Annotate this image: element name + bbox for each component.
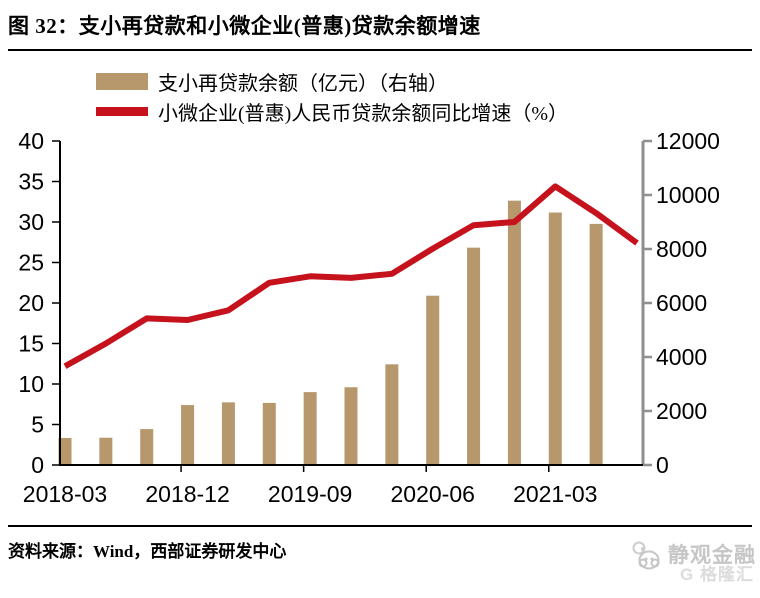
y-left-tick-label: 40 — [18, 128, 44, 154]
footer-divider — [8, 525, 752, 527]
panda-logo-icon — [632, 541, 660, 570]
bar-2019-03 — [221, 402, 235, 465]
bar-2019-09 — [303, 392, 317, 465]
y-left-tick-label: 30 — [18, 209, 44, 235]
y-left-tick-label: 15 — [18, 331, 44, 357]
bar-2021-06 — [589, 223, 603, 465]
y-right-tick-label: 10000 — [656, 182, 720, 208]
y-left-tick-label: 5 — [31, 412, 44, 438]
y-left-tick-label: 10 — [18, 371, 44, 397]
legend-label: 小微企业(普惠)人民币贷款余额同比增速（%） — [158, 102, 568, 125]
data-source: 资料来源：Wind，西部证券研发中心 — [8, 542, 287, 561]
bar-2018-06 — [99, 437, 113, 465]
y-right-tick-label: 6000 — [656, 290, 707, 316]
bar-2018-09 — [140, 429, 154, 465]
x-tick-label: 2018-03 — [23, 481, 107, 507]
legend-item-line-series: 小微企业(普惠)人民币贷款余额同比增速（%） — [96, 96, 568, 126]
watermark-brand: 静观金融 — [668, 542, 756, 567]
bar-2018-03 — [58, 438, 72, 465]
y-right-tick-label: 12000 — [656, 128, 720, 154]
chart-legend: 支小再贷款余额（亿元）（右轴） 小微企业(普惠)人民币贷款余额同比增速（%） — [96, 66, 568, 126]
bar-2020-03 — [385, 364, 399, 465]
y-right-tick-label: 2000 — [656, 398, 707, 424]
chart-title: 图 32：支小再贷款和小微企业(普惠)贷款余额增速 — [8, 14, 481, 38]
bar-2018-12 — [181, 405, 195, 465]
y-left-tick-label: 20 — [18, 290, 44, 316]
bar-2021-03 — [548, 212, 562, 465]
combo-chart-plot: 0 5 10 15 20 25 30 35 40 0 2000 4000 6000 8000 10000 12… — [18, 128, 720, 507]
trend-line — [63, 183, 639, 369]
bar-2019-06 — [262, 402, 276, 465]
bar-2020-06 — [426, 295, 440, 465]
watermark-platform: G 格隆汇 — [680, 565, 754, 584]
line-series-swatch — [96, 106, 148, 116]
y-left-tick-label: 0 — [31, 452, 44, 478]
y-left-tick-label: 25 — [18, 250, 44, 276]
legend-label: 支小再贷款余额（亿元）（右轴） — [158, 72, 448, 95]
watermark: 静观金融 G 格隆汇 — [596, 540, 756, 596]
title-divider — [8, 49, 752, 51]
x-tick-label: 2021-03 — [513, 481, 597, 507]
bar-2019-12 — [344, 387, 358, 465]
y-left-tick-label: 35 — [18, 169, 44, 195]
x-tick-label: 2018-12 — [145, 481, 229, 507]
y-right-tick-label: 8000 — [656, 236, 707, 262]
bar-series-swatch — [96, 72, 148, 90]
x-tick-label: 2020-06 — [391, 481, 475, 507]
bar-2020-09 — [467, 247, 481, 465]
y-right-tick-label: 4000 — [656, 344, 707, 370]
y-right-tick-label: 0 — [656, 452, 669, 478]
x-tick-label: 2019-09 — [268, 481, 352, 507]
legend-item-bar-series: 支小再贷款余额（亿元）（右轴） — [96, 66, 568, 96]
bar-2020-12 — [507, 200, 521, 466]
